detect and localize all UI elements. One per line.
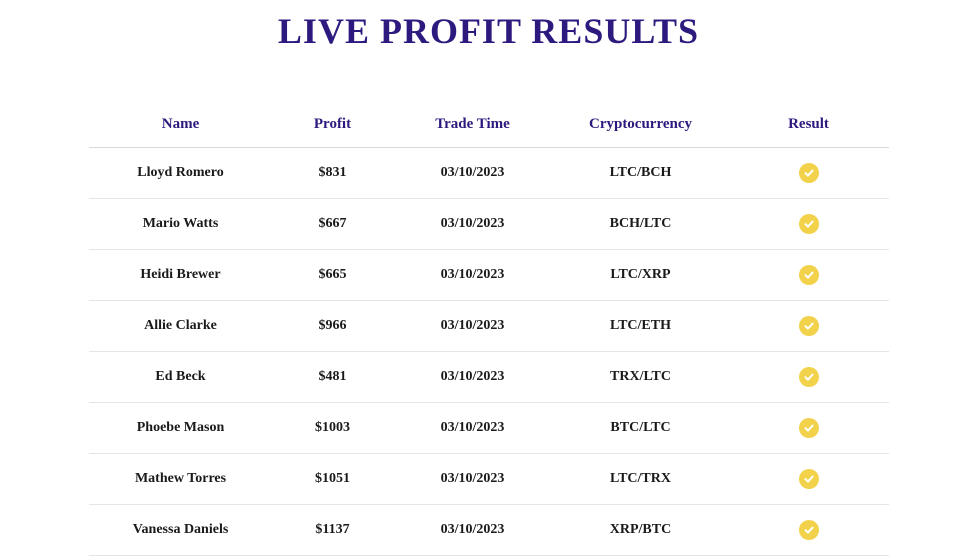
table-header-row: Name Profit Trade Time Cryptocurrency Re… [89,102,889,148]
cell-result [729,301,889,352]
cell-cryptocurrency: LTC/BCH [553,148,729,199]
cell-trade-time: 03/10/2023 [393,148,553,199]
cell-name: Mathew Torres [89,454,273,505]
cell-profit: $1051 [273,454,393,505]
cell-profit: $966 [273,301,393,352]
cell-name: Vanessa Daniels [89,505,273,556]
success-check-icon [799,214,819,234]
cell-cryptocurrency: LTC/XRP [553,250,729,301]
col-header-name: Name [89,102,273,148]
cell-cryptocurrency: BCH/LTC [553,199,729,250]
table-row: Lloyd Romero$83103/10/2023LTC/BCH [89,148,889,199]
cell-trade-time: 03/10/2023 [393,403,553,454]
cell-trade-time: 03/10/2023 [393,301,553,352]
cell-profit: $1137 [273,505,393,556]
page-title: LIVE PROFIT RESULTS [89,10,889,52]
cell-result [729,148,889,199]
cell-name: Lloyd Romero [89,148,273,199]
cell-result [729,505,889,556]
cell-result [729,352,889,403]
cell-name: Mario Watts [89,199,273,250]
cell-name: Phoebe Mason [89,403,273,454]
cell-trade-time: 03/10/2023 [393,250,553,301]
cell-profit: $481 [273,352,393,403]
table-row: Vanessa Daniels$113703/10/2023XRP/BTC [89,505,889,556]
table-row: Mario Watts$66703/10/2023BCH/LTC [89,199,889,250]
cell-name: Ed Beck [89,352,273,403]
cell-result [729,403,889,454]
cell-trade-time: 03/10/2023 [393,505,553,556]
cell-trade-time: 03/10/2023 [393,199,553,250]
cell-cryptocurrency: LTC/TRX [553,454,729,505]
cell-cryptocurrency: LTC/ETH [553,301,729,352]
col-header-profit: Profit [273,102,393,148]
cell-profit: $665 [273,250,393,301]
cell-name: Heidi Brewer [89,250,273,301]
cell-result [729,454,889,505]
table-body: Lloyd Romero$83103/10/2023LTC/BCHMario W… [89,148,889,556]
table-row: Allie Clarke$96603/10/2023LTC/ETH [89,301,889,352]
success-check-icon [799,163,819,183]
col-header-time: Trade Time [393,102,553,148]
success-check-icon [799,469,819,489]
cell-name: Allie Clarke [89,301,273,352]
cell-result [729,199,889,250]
table-row: Phoebe Mason$100303/10/2023BTC/LTC [89,403,889,454]
cell-trade-time: 03/10/2023 [393,352,553,403]
table-row: Mathew Torres$105103/10/2023LTC/TRX [89,454,889,505]
success-check-icon [799,418,819,438]
cell-cryptocurrency: BTC/LTC [553,403,729,454]
success-check-icon [799,520,819,540]
cell-profit: $831 [273,148,393,199]
col-header-result: Result [729,102,889,148]
cell-result [729,250,889,301]
cell-cryptocurrency: XRP/BTC [553,505,729,556]
results-table: Name Profit Trade Time Cryptocurrency Re… [89,102,889,556]
table-row: Ed Beck$48103/10/2023TRX/LTC [89,352,889,403]
cell-profit: $1003 [273,403,393,454]
success-check-icon [799,367,819,387]
cell-trade-time: 03/10/2023 [393,454,553,505]
col-header-crypto: Cryptocurrency [553,102,729,148]
results-container: LIVE PROFIT RESULTS Name Profit Trade Ti… [89,10,889,556]
cell-profit: $667 [273,199,393,250]
success-check-icon [799,316,819,336]
cell-cryptocurrency: TRX/LTC [553,352,729,403]
success-check-icon [799,265,819,285]
table-row: Heidi Brewer$66503/10/2023LTC/XRP [89,250,889,301]
